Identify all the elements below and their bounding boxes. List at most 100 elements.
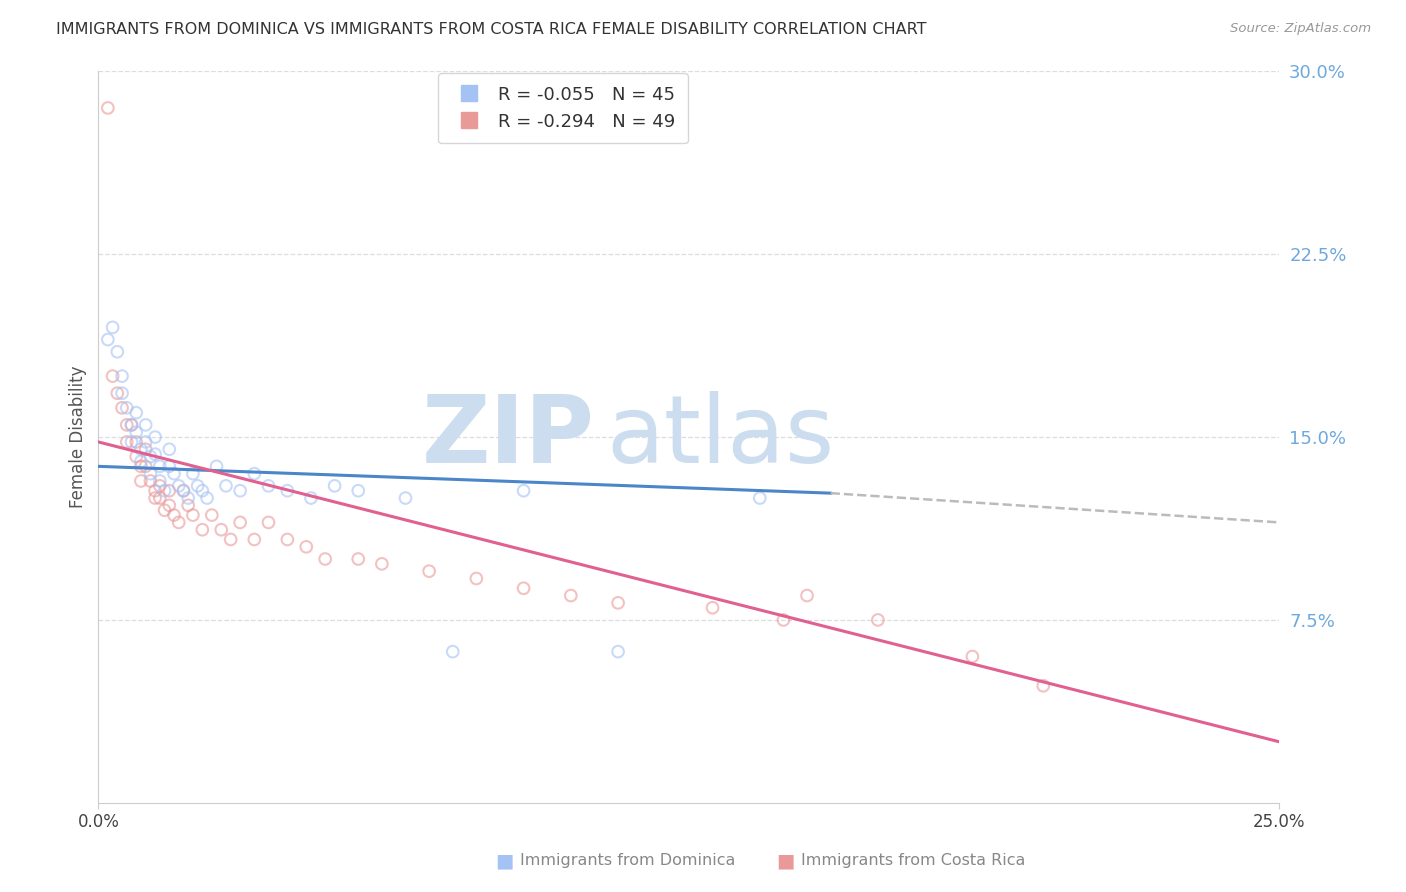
Point (129, 442, 152, 457)
Point (121, 417, 143, 432)
Point (149, 474, 172, 488)
Point (172, 483, 194, 498)
Text: IMMIGRANTS FROM DOMINICA VS IMMIGRANTS FROM COSTA RICA FEMALE DISABILITY CORRELA: IMMIGRANTS FROM DOMINICA VS IMMIGRANTS F… (56, 22, 927, 37)
Point (153, 503, 176, 517)
Point (111, 369, 134, 384)
Point (143, 491, 166, 505)
Point (229, 516, 252, 530)
Point (125, 406, 148, 420)
Text: ZIP: ZIP (422, 391, 595, 483)
Point (125, 434, 148, 449)
Point (149, 459, 172, 474)
Point (195, 491, 218, 505)
Point (257, 479, 280, 493)
Point (229, 483, 252, 498)
Text: Immigrants from Dominica: Immigrants from Dominica (520, 854, 735, 868)
Text: Immigrants from Costa Rica: Immigrants from Costa Rica (801, 854, 1026, 868)
Point (257, 516, 280, 530)
Point (512, 483, 534, 498)
Point (181, 508, 204, 522)
Point (314, 552, 336, 566)
Point (163, 467, 186, 481)
Point (323, 479, 346, 493)
Point (181, 467, 204, 481)
Point (121, 434, 143, 449)
Point (772, 613, 794, 627)
Point (371, 557, 394, 571)
Point (121, 417, 143, 432)
Point (295, 540, 318, 554)
Point (209, 523, 232, 537)
Point (560, 589, 582, 603)
Point (101, 369, 124, 384)
Point (167, 479, 190, 493)
Point (299, 491, 322, 505)
Point (157, 499, 180, 513)
Point (191, 483, 214, 498)
Point (149, 491, 172, 505)
Point (796, 589, 818, 603)
Point (115, 434, 138, 449)
Point (97, 333, 120, 347)
Point (512, 581, 534, 595)
Point (276, 483, 298, 498)
Text: ■: ■ (776, 851, 794, 871)
Point (748, 491, 770, 505)
Point (205, 459, 228, 474)
Point (702, 600, 724, 615)
Text: Source: ZipAtlas.com: Source: ZipAtlas.com (1230, 22, 1371, 36)
Text: atlas: atlas (606, 391, 835, 483)
Point (129, 459, 152, 474)
Point (157, 459, 180, 474)
Point (465, 572, 488, 586)
Point (101, 320, 124, 334)
Point (243, 467, 266, 481)
Point (135, 417, 157, 432)
Point (187, 479, 209, 493)
Point (441, 645, 464, 659)
Point (139, 474, 162, 488)
Point (215, 479, 238, 493)
Point (177, 499, 200, 513)
Point (105, 386, 128, 401)
Point (347, 552, 370, 566)
Y-axis label: Female Disability: Female Disability (69, 366, 87, 508)
Point (394, 491, 416, 505)
Point (149, 479, 172, 493)
Point (115, 401, 138, 415)
Point (347, 483, 370, 498)
Point (143, 447, 166, 461)
Point (866, 613, 889, 627)
Point (135, 434, 157, 449)
Point (607, 596, 630, 610)
Point (201, 508, 224, 522)
Point (143, 430, 166, 444)
Point (153, 483, 176, 498)
Point (167, 516, 190, 530)
Point (129, 454, 152, 468)
Point (139, 467, 162, 481)
Point (143, 483, 166, 498)
Point (607, 645, 630, 659)
Point (1032, 679, 1054, 693)
Point (111, 401, 134, 415)
Point (276, 533, 298, 547)
Point (962, 649, 984, 664)
Point (115, 417, 138, 432)
Point (219, 533, 242, 547)
Point (135, 442, 157, 457)
Text: ■: ■ (495, 851, 513, 871)
Point (105, 344, 128, 359)
Point (111, 386, 134, 401)
Point (157, 442, 180, 457)
Point (177, 491, 200, 505)
Point (97, 101, 120, 115)
Point (418, 564, 440, 578)
Point (139, 450, 162, 464)
Point (157, 483, 180, 498)
Point (129, 474, 152, 488)
Point (243, 533, 266, 547)
Point (163, 508, 186, 522)
Point (125, 425, 148, 440)
Point (135, 459, 157, 474)
